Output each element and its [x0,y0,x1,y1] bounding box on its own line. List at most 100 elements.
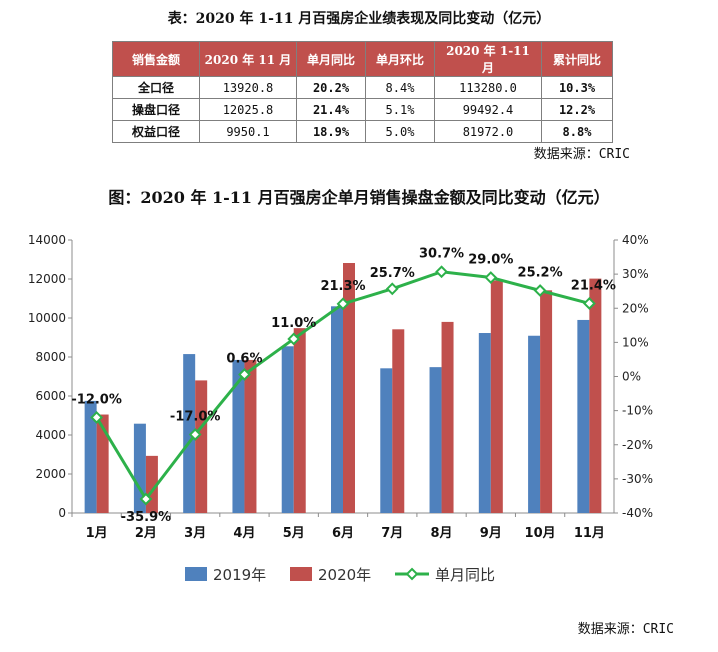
table-cell: 全口径 [112,76,200,99]
table-cell: 13920.8 [199,76,297,99]
x-axis-tick-label: 11月 [574,526,605,541]
x-axis-tick-label: 3月 [184,526,206,541]
yoy-data-label: 25.2% [518,266,563,281]
bar-2020 [244,359,257,513]
bar-2019 [577,319,590,513]
yoy-data-label: 0.6% [226,351,262,366]
yoy-point [188,428,202,441]
bar-2020 [589,278,602,513]
yoy-point [90,411,104,424]
table-header-cell: 单月同比 [296,41,366,77]
table-cell: 8.8% [541,120,613,143]
yoy-data-label: 21.3% [320,279,365,294]
table-header-cell: 2020 年 1-11 月 [434,41,542,77]
table-cell: 10.3% [541,76,613,99]
legend-swatch [185,567,207,581]
bar-2019 [528,335,541,513]
legend-label: 2020年 [318,566,371,584]
bar-2020 [490,280,503,513]
table-header-cell: 2020 年 11 月 [199,41,297,77]
table-row: 权益口径 9950.1 18.9% 5.0% 81972.0 8.8% [112,120,613,143]
bar-2019 [232,359,245,513]
yoy-point [139,492,153,506]
yoy-data-label: -12.0% [71,392,122,407]
bar-2019 [380,368,393,513]
bar-2020 [392,329,405,513]
left-axis-tick-label: 8000 [35,350,66,364]
table-row: 操盘口径 12025.8 21.4% 5.1% 99492.4 12.2% [112,98,613,121]
x-axis-tick-label: 5月 [283,526,305,541]
bar-2020 [293,328,306,513]
right-axis-tick-label: -10% [622,404,653,418]
left-axis-tick-label: 6000 [35,389,66,403]
right-axis-tick-label: 20% [622,301,649,315]
table-row: 全口径 13920.8 20.2% 8.4% 113280.0 10.3% [112,76,613,99]
legend-label: 单月同比 [435,566,495,584]
bar-2020 [441,321,454,513]
table-cell: 20.2% [296,76,366,99]
table-header-row: 销售金额 2020 年 11 月 单月同比 单月环比 2020 年 1-11 月… [112,41,613,77]
bar-2019 [429,367,442,513]
yoy-point [582,297,596,310]
left-axis-tick-label: 0 [58,506,66,520]
bar-2020 [96,414,109,513]
bar-2019 [133,423,146,513]
right-axis-tick-label: -40% [622,506,653,520]
table-cell: 权益口径 [112,120,200,143]
left-axis-tick-label: 10000 [28,311,66,325]
bar-2020 [195,380,208,513]
table-header-cell: 单月环比 [365,41,435,77]
bar-2019 [84,400,97,513]
x-axis-tick-label: 7月 [381,526,403,541]
right-axis-tick-label: -20% [622,438,653,452]
performance-table: 销售金额 2020 年 11 月 单月同比 单月环比 2020 年 1-11 月… [112,41,613,143]
bar-2020 [343,263,355,513]
yoy-data-label: 29.0% [468,253,513,268]
right-axis-tick-label: 40% [622,233,649,247]
x-axis-tick-label: 1月 [86,526,108,541]
yoy-data-label: -35.9% [121,510,172,525]
x-axis-tick-label: 9月 [480,526,502,541]
table-cell: 9950.1 [199,120,297,143]
table-header-cell: 累计同比 [541,41,613,77]
yoy-point [336,297,350,311]
yoy-data-label: 11.0% [271,316,316,331]
bar-2019 [281,346,294,513]
yoy-point [484,271,498,284]
table-source: 数据来源：CRIC [533,147,630,162]
bar-2019 [183,354,196,513]
yoy-point [385,282,399,296]
bar-2020 [540,290,553,513]
right-axis-tick-label: -30% [622,472,653,486]
table-cell: 99492.4 [434,98,542,121]
right-axis-tick-label: 10% [622,335,649,349]
left-axis-tick-label: 14000 [28,233,66,247]
yoy-point [238,368,251,381]
legend-label: 2019年 [213,566,266,584]
left-axis-tick-label: 4000 [35,428,66,442]
table-cell: 5.0% [365,120,435,143]
x-axis-tick-label: 8月 [431,526,453,541]
left-axis-tick-label: 2000 [35,467,66,481]
chart-title: 图：2020 年 1-11 月百强房企单月销售操盘金额及同比变动（亿元） [108,188,610,207]
bar-2019 [478,333,491,513]
yoy-data-label: -17.0% [170,410,221,425]
right-axis-tick-label: 30% [622,267,649,281]
yoy-point [435,265,448,279]
x-axis-tick-label: 4月 [233,526,255,541]
x-axis-tick-label: 10月 [525,526,556,541]
yoy-data-label: 25.7% [370,266,415,281]
legend-swatch [290,567,312,581]
yoy-point [533,284,547,297]
legend-marker [405,567,419,581]
table-title: 表：2020 年 1-11 月百强房企业绩表现及同比变动（亿元） [167,11,551,27]
right-axis-tick-label: 0% [622,370,641,384]
yoy-data-label: 21.4% [571,278,616,293]
yoy-data-label: 30.7% [419,247,464,262]
left-axis-tick-label: 12000 [28,272,66,286]
chart-source: 数据来源：CRIC [577,622,674,637]
x-axis-tick-label: 6月 [332,526,354,541]
x-axis-tick-label: 2月 [135,526,157,541]
bar-2019 [331,306,343,513]
